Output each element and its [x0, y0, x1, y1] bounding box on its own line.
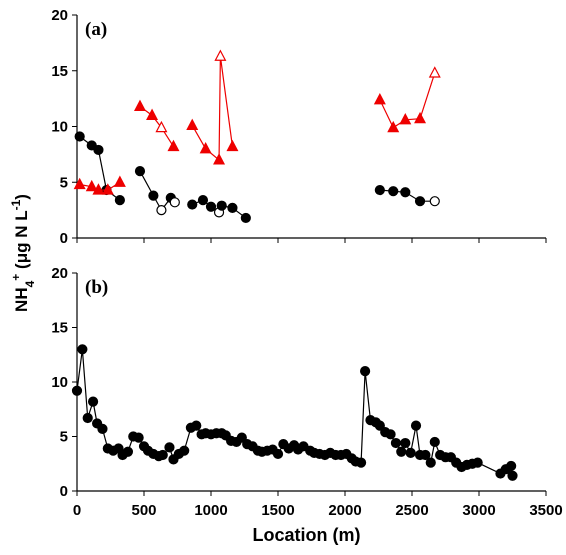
marker: [405, 447, 416, 458]
marker: [74, 131, 85, 142]
marker: [400, 187, 411, 198]
marker: [101, 183, 114, 195]
marker: [133, 99, 146, 112]
marker: [236, 432, 247, 443]
marker: [226, 139, 239, 152]
marker: [240, 212, 251, 224]
marker: [113, 175, 126, 187]
marker: [390, 437, 402, 449]
marker: [92, 183, 105, 195]
y-tick-label: 10: [51, 119, 68, 136]
y-label-part: +: [9, 274, 23, 281]
marker: [156, 205, 167, 216]
marker: [155, 120, 168, 133]
y-label-part: ): [12, 194, 31, 200]
marker: [197, 194, 209, 206]
marker: [169, 197, 180, 208]
y-tick-label: 5: [60, 429, 68, 446]
x-tick-label: 500: [131, 502, 156, 519]
marker: [420, 449, 431, 461]
marker: [399, 113, 412, 125]
y-label-part: (μg N L: [12, 210, 31, 273]
marker: [472, 457, 483, 468]
marker: [205, 201, 217, 212]
marker: [191, 420, 202, 431]
marker: [167, 139, 180, 152]
series-line: [191, 56, 234, 162]
marker: [186, 118, 199, 130]
marker: [146, 108, 159, 120]
marker: [122, 446, 134, 457]
marker: [429, 196, 440, 207]
marker: [396, 446, 407, 457]
marker: [77, 344, 88, 355]
marker: [385, 429, 396, 440]
marker: [214, 49, 227, 61]
y-tick-label: 20: [51, 7, 68, 24]
panel-label: (a): [85, 19, 107, 40]
x-tick-label: 2500: [395, 502, 428, 519]
marker: [87, 396, 99, 407]
marker: [216, 200, 227, 211]
marker: [213, 153, 226, 165]
y-tick-label: 0: [60, 230, 68, 247]
marker: [387, 120, 400, 133]
marker: [85, 179, 98, 192]
y-tick-label: 15: [51, 320, 68, 337]
marker: [414, 111, 427, 124]
marker: [82, 412, 93, 424]
marker: [164, 442, 175, 453]
marker: [400, 437, 411, 449]
y-tick-label: 15: [51, 63, 68, 80]
y-tick-label: 5: [60, 174, 68, 191]
marker: [373, 92, 386, 105]
marker: [507, 470, 518, 481]
marker: [429, 436, 440, 448]
panel-label: (b): [85, 277, 108, 298]
y-axis-label: NH4+ (μg N L-1): [9, 194, 37, 312]
marker: [428, 66, 441, 78]
marker: [157, 449, 168, 461]
y-tick-label: 0: [60, 483, 68, 500]
marker: [506, 460, 517, 472]
x-axis-label: Location (m): [253, 525, 361, 545]
marker: [133, 432, 144, 443]
marker: [199, 142, 212, 154]
marker: [414, 196, 426, 207]
marker: [179, 445, 190, 456]
x-tick-label: 2000: [328, 502, 361, 519]
series-line: [139, 170, 176, 212]
x-tick-label: 0: [73, 502, 81, 519]
marker: [272, 448, 284, 460]
marker: [134, 166, 146, 177]
series-line: [139, 105, 174, 147]
marker: [374, 184, 385, 196]
marker: [425, 457, 436, 468]
marker: [360, 366, 371, 377]
x-tick-label: 1500: [261, 502, 294, 519]
x-tick-label: 3500: [529, 502, 562, 519]
marker: [374, 420, 385, 431]
marker: [114, 194, 125, 206]
y-tick-label: 20: [51, 265, 68, 282]
marker: [355, 457, 367, 468]
marker: [73, 177, 86, 190]
marker: [227, 202, 238, 213]
x-tick-label: 1000: [194, 502, 227, 519]
y-label-part: -1: [9, 199, 23, 210]
x-tick-label: 3000: [462, 502, 495, 519]
marker: [148, 190, 159, 201]
y-label-part: NH: [12, 287, 31, 312]
marker: [97, 423, 108, 434]
y-label-part: 4: [23, 280, 37, 287]
marker: [93, 144, 104, 156]
marker: [388, 186, 399, 197]
marker: [187, 199, 198, 210]
marker: [71, 385, 83, 396]
marker: [410, 420, 422, 431]
y-tick-label: 10: [51, 374, 68, 391]
